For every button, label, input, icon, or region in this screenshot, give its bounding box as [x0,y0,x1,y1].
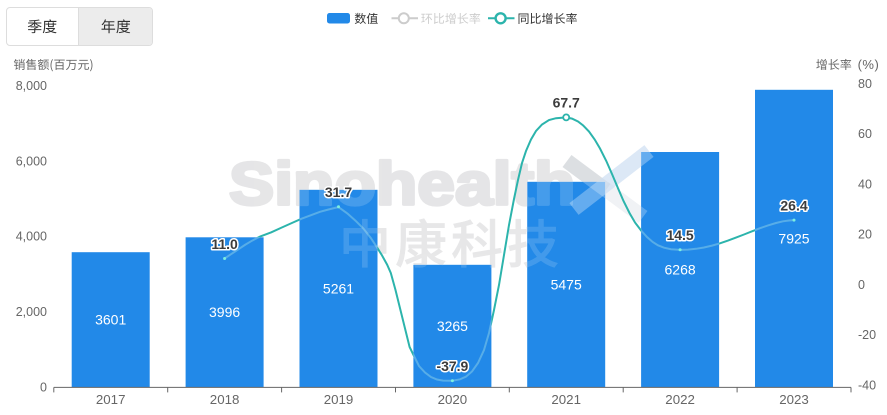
svg-text:11.0: 11.0 [211,236,238,252]
svg-text:0: 0 [40,380,47,394]
svg-text:60: 60 [858,127,872,141]
svg-text:31.7: 31.7 [325,184,352,200]
svg-text:3265: 3265 [437,318,468,334]
svg-text:(%): (%) [858,57,880,72]
svg-text:-37.9: -37.9 [436,358,468,374]
svg-text:4,000: 4,000 [16,230,47,244]
svg-text:0: 0 [858,278,865,292]
svg-text:7925: 7925 [778,230,809,246]
svg-text:2023: 2023 [779,392,809,407]
svg-text:-20: -20 [858,328,876,342]
svg-text:2019: 2019 [324,392,354,407]
svg-text:2,000: 2,000 [16,305,47,319]
svg-text:2018: 2018 [210,392,240,407]
svg-text:2022: 2022 [665,392,695,407]
svg-text:5475: 5475 [551,276,582,292]
svg-text:6268: 6268 [665,262,696,278]
svg-text:8,000: 8,000 [16,79,47,93]
svg-text:14.5: 14.5 [666,227,693,243]
svg-text:5261: 5261 [323,280,354,296]
svg-text:67.7: 67.7 [553,95,580,111]
svg-text:26.4: 26.4 [780,197,807,213]
svg-text:20: 20 [858,228,872,242]
svg-text:40: 40 [858,178,872,192]
svg-text:-40: -40 [858,378,876,392]
svg-text:6,000: 6,000 [16,154,47,168]
svg-text:2021: 2021 [551,392,581,407]
svg-text:2020: 2020 [438,392,468,407]
svg-text:2017: 2017 [96,392,126,407]
svg-text:3601: 3601 [95,312,126,328]
svg-text:80: 80 [858,77,872,91]
svg-text:3996: 3996 [209,304,240,320]
svg-text:Sinohealth: Sinohealth [229,150,575,217]
